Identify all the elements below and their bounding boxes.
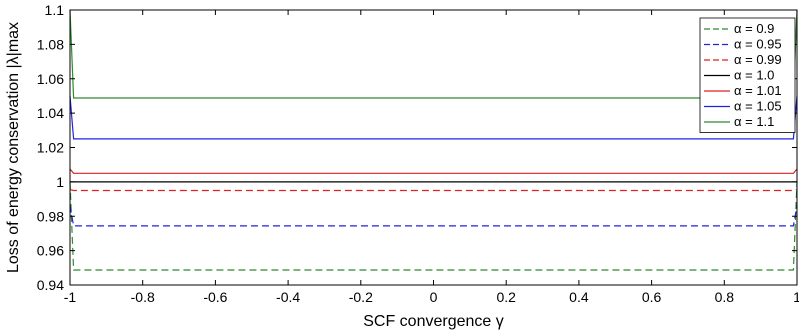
legend-label: α = 1.01	[734, 83, 782, 98]
plot-frame	[69, 9, 798, 286]
legend: α = 0.9α = 0.95α = 0.99α = 1.0α = 1.01α …	[699, 17, 796, 133]
series-line	[69, 9, 798, 99]
x-tick-label: -0.4	[276, 289, 300, 305]
y-tick-label: 0.98	[37, 208, 64, 224]
x-tick-label: 0.6	[642, 289, 662, 305]
x-ticks: -1 -0.8 -0.6 -0.4 -0.2 0 0.2 0.4 0.6 0.8 1	[64, 10, 799, 305]
legend-label: α = 1.05	[734, 99, 782, 114]
legend-label: α = 0.95	[734, 37, 782, 52]
series-line	[69, 189, 798, 192]
x-tick-label: 0.2	[496, 289, 516, 305]
y-tick-label: 1.08	[37, 36, 64, 52]
legend-label: α = 0.9	[734, 21, 774, 36]
y-axis-label: Loss of energy conservation |λ|max	[5, 22, 22, 273]
x-tick-label: 0	[430, 289, 438, 305]
series-line	[69, 205, 798, 227]
y-tick-label: 1.04	[37, 105, 64, 121]
x-tick-label: -0.2	[349, 289, 373, 305]
y-tick-label: 0.96	[37, 243, 64, 259]
x-axis-label: SCF convergence γ	[363, 313, 504, 330]
legend-label: α = 0.99	[734, 52, 782, 67]
y-tick-label: 0.94	[37, 277, 64, 293]
legend-label: α = 1.0	[734, 68, 774, 83]
y-tick-label: 1.02	[37, 140, 64, 156]
x-tick-label: -1	[64, 289, 77, 305]
x-tick-label: 1	[793, 289, 799, 305]
y-tick-label: 1.1	[45, 2, 65, 18]
series-line	[69, 95, 798, 140]
x-tick-label: 0.8	[715, 289, 735, 305]
y-ticks: 0.94 0.96 0.98 1 1.02 1.04 1.06 1.08 1.1	[37, 2, 797, 293]
x-tick-label: 0.4	[569, 289, 589, 305]
series-line	[69, 181, 798, 271]
legend-label: α = 1.1	[734, 114, 774, 129]
series-line	[69, 168, 798, 174]
y-tick-label: 1.06	[37, 71, 64, 87]
y-tick-label: 1	[56, 174, 64, 190]
x-tick-label: -0.8	[131, 289, 155, 305]
plot-lines	[69, 9, 798, 271]
x-tick-label: -0.6	[203, 289, 227, 305]
